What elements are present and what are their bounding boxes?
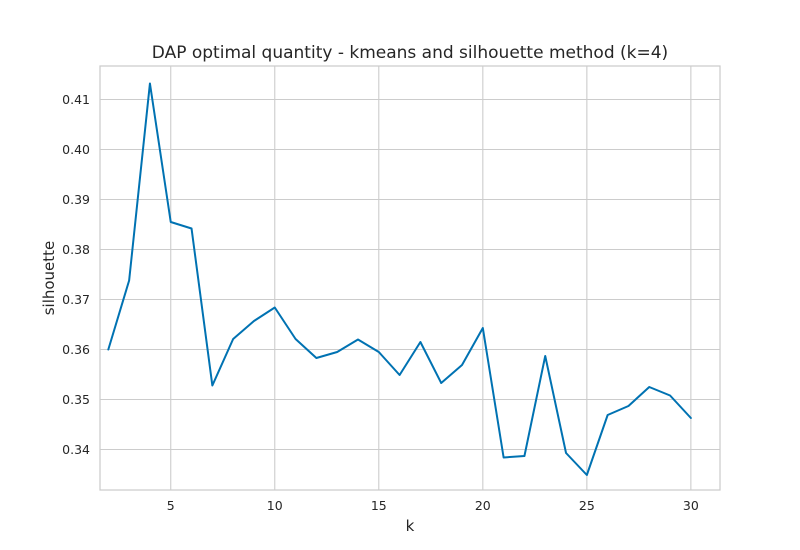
y-tick-label: 0.39	[62, 192, 90, 207]
x-tick-label: 20	[475, 498, 491, 513]
y-tick-label: 0.35	[62, 392, 90, 407]
grid	[100, 66, 720, 490]
y-tick-label: 0.36	[62, 342, 90, 357]
y-tick-label: 0.40	[62, 142, 90, 157]
y-tick-label: 0.38	[62, 242, 90, 257]
x-tick-label: 30	[683, 498, 699, 513]
x-axis-label: k	[406, 517, 415, 535]
y-tick-label: 0.34	[62, 442, 90, 457]
x-tick-labels: 5 10 15 20 25 30	[167, 498, 699, 513]
y-axis-label: silhouette	[40, 241, 58, 316]
y-tick-label: 0.37	[62, 292, 90, 307]
chart-title: DAP optimal quantity - kmeans and silhou…	[152, 43, 668, 63]
x-tick-label: 15	[371, 498, 387, 513]
series-group	[107, 82, 692, 476]
x-tick-label: 5	[167, 498, 175, 513]
x-tick-label: 25	[579, 498, 595, 513]
plot-frame	[99, 65, 721, 491]
y-tick-labels: 0.34 0.35 0.36 0.37 0.38 0.39 0.40 0.41	[62, 92, 90, 457]
x-tick-label: 10	[267, 498, 283, 513]
y-tick-label: 0.41	[62, 92, 90, 107]
